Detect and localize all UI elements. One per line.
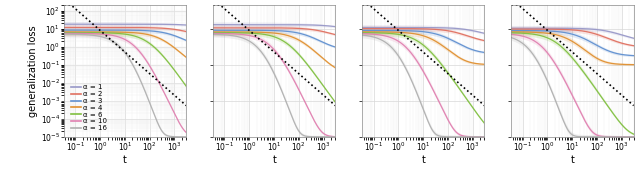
- X-axis label: t: t: [272, 155, 276, 165]
- X-axis label: t: t: [570, 155, 575, 165]
- Legend: α = 1, α = 2, α = 3, α = 4, α = 6, α = 10, α = 16: α = 1, α = 2, α = 3, α = 4, α = 6, α = 1…: [70, 84, 108, 132]
- Y-axis label: generalization loss: generalization loss: [28, 25, 38, 117]
- X-axis label: t: t: [421, 155, 426, 165]
- X-axis label: t: t: [123, 155, 127, 165]
